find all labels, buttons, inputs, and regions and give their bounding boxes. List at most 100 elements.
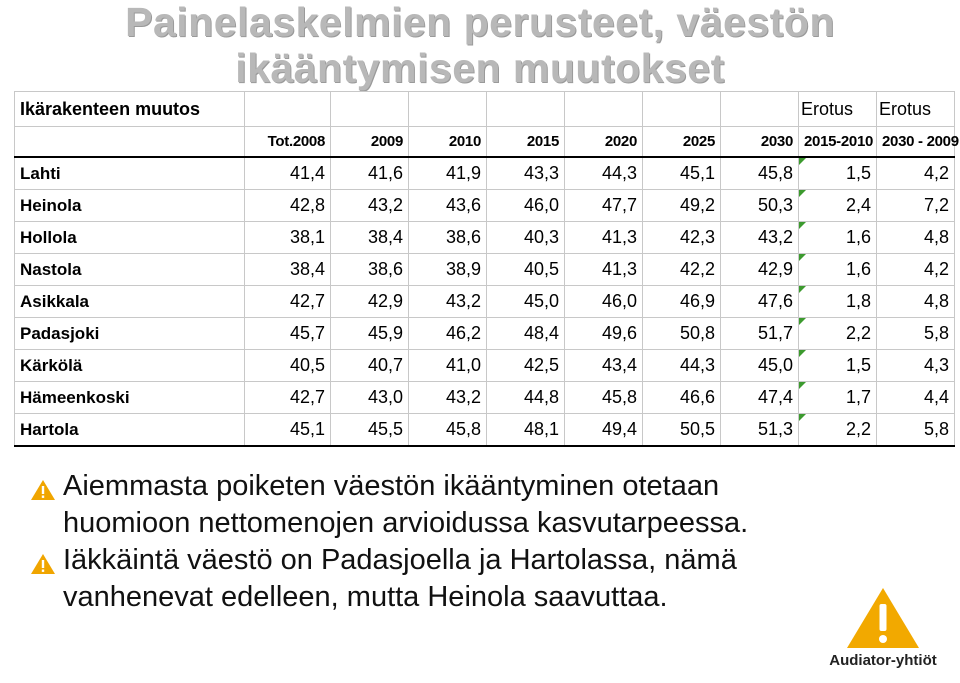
comment-flag-icon — [799, 286, 806, 293]
header-empty-cell — [14, 126, 245, 158]
cell-value: 38,4 — [367, 227, 403, 247]
table-cell: 40,5 — [244, 349, 331, 382]
column-header: 2030 - 2009 — [876, 126, 959, 158]
header-empty-cell — [330, 91, 409, 127]
table-cell: 38,4 — [244, 253, 331, 286]
cell-value: 42,9 — [757, 259, 793, 279]
cell-value: 45,8 — [445, 419, 481, 439]
table-cell: 43,2 — [330, 189, 409, 222]
cell-value: 41,3 — [601, 259, 637, 279]
table-cell: 46,9 — [642, 285, 721, 318]
table-cell: 38,6 — [330, 253, 409, 286]
table-cell: 47,6 — [720, 285, 799, 318]
table-corner-label: Ikärakenteen muutos — [14, 91, 245, 127]
table-cell: 41,3 — [564, 253, 643, 286]
column-header: 2020 — [564, 126, 643, 158]
table-cell: 40,5 — [486, 253, 565, 286]
table-cell: 42,7 — [244, 285, 331, 318]
table-cell: 45,8 — [408, 413, 487, 447]
table-cell: 44,3 — [564, 156, 643, 190]
table-cell: 7,2 — [876, 189, 955, 222]
exclamation-triangle-logo-icon — [847, 588, 919, 648]
cell-value: 45,0 — [757, 355, 793, 375]
cell-value: 41,9 — [445, 163, 481, 183]
cell-value: 50,5 — [679, 419, 715, 439]
cell-value: 42,7 — [289, 291, 325, 311]
table-cell: 40,7 — [330, 349, 409, 382]
row-name: Padasjoki — [14, 317, 245, 350]
table-cell: 43,0 — [330, 381, 409, 414]
header-empty-cell — [564, 91, 643, 127]
table-cell: 38,9 — [408, 253, 487, 286]
cell-value: 42,3 — [679, 227, 715, 247]
table-cell: 51,7 — [720, 317, 799, 350]
table-cell: 38,1 — [244, 221, 331, 254]
comment-flag-icon — [799, 222, 806, 229]
table-cell: 43,2 — [408, 381, 487, 414]
table-cell: 50,3 — [720, 189, 799, 222]
table-cell: 41,9 — [408, 156, 487, 190]
table-row: Lahti 41,4 41,6 41,9 43,3 44,3 45,1 45,8 1,5 4,2 — [14, 156, 955, 190]
cell-value: 7,2 — [923, 195, 949, 215]
header-empty-cell — [486, 91, 565, 127]
cell-value: 46,9 — [679, 291, 715, 311]
row-name: Hartola — [14, 413, 245, 447]
table-cell: 50,5 — [642, 413, 721, 447]
column-header: 2015 — [486, 126, 565, 158]
comment-flag-icon — [799, 254, 806, 261]
table-cell: 41,0 — [408, 349, 487, 382]
table-cell: 41,3 — [564, 221, 643, 254]
table-cell: 42,3 — [642, 221, 721, 254]
erotus-label-2: Erotus — [876, 91, 955, 127]
table-header-row-2: Tot.2008 2009 2010 2015 2020 2025 2030 2… — [14, 126, 959, 158]
cell-value: 38,6 — [367, 259, 403, 279]
cell-value: 40,5 — [523, 259, 559, 279]
column-header: 2030 — [720, 126, 799, 158]
table-row: Hartola 45,1 45,5 45,8 48,1 49,4 50,5 51,3 2,2 5,… — [14, 413, 955, 447]
header-empty-cell — [408, 91, 487, 127]
comment-flag-icon — [799, 350, 806, 357]
table-cell: 43,2 — [408, 285, 487, 318]
comment-flag-icon — [799, 382, 806, 389]
cell-value: 42,8 — [289, 195, 325, 215]
cell-value: 45,1 — [679, 163, 715, 183]
cell-value: 40,7 — [367, 355, 403, 375]
cell-value: 44,8 — [523, 387, 559, 407]
page-title-line-2: ikääntymisen muutokset — [235, 45, 725, 91]
table-cell: 43,2 — [720, 221, 799, 254]
cell-value: 4,3 — [923, 355, 949, 375]
warning-icon — [30, 474, 56, 511]
row-name: Hollola — [14, 221, 245, 254]
cell-value: 1,8 — [845, 291, 871, 311]
cell-value: 46,0 — [601, 291, 637, 311]
table-row: Nastola 38,4 38,6 38,9 40,5 41,3 42,2 42,9 1,6 4,… — [14, 253, 955, 286]
table-cell: 4,8 — [876, 221, 955, 254]
cell-value: 43,0 — [367, 387, 403, 407]
cell-value: 41,6 — [367, 163, 403, 183]
warning-icon — [30, 548, 56, 585]
cell-value: 1,5 — [845, 163, 871, 183]
table-cell: 46,2 — [408, 317, 487, 350]
table-cell: 48,1 — [486, 413, 565, 447]
cell-value: 4,2 — [923, 259, 949, 279]
table-cell: 46,6 — [642, 381, 721, 414]
table-row: Kärkölä 40,5 40,7 41,0 42,5 43,4 44,3 45,0 1,5 4,… — [14, 349, 955, 382]
cell-value: 2,2 — [845, 419, 871, 439]
cell-value: 45,8 — [757, 163, 793, 183]
header-empty-cell — [244, 91, 331, 127]
cell-value: 47,7 — [601, 195, 637, 215]
row-name: Asikkala — [14, 285, 245, 318]
cell-value: 45,1 — [289, 419, 325, 439]
cell-value: 42,5 — [523, 355, 559, 375]
row-name: Kärkölä — [14, 349, 245, 382]
table-cell: 1,7 — [798, 381, 877, 414]
table-cell: 42,5 — [486, 349, 565, 382]
cell-value: 45,8 — [601, 387, 637, 407]
table-cell: 4,4 — [876, 381, 955, 414]
table-cell: 46,0 — [564, 285, 643, 318]
table-cell: 45,5 — [330, 413, 409, 447]
cell-value: 4,4 — [923, 387, 949, 407]
table-cell: 49,2 — [642, 189, 721, 222]
row-name: Heinola — [14, 189, 245, 222]
header-empty-cell — [642, 91, 721, 127]
